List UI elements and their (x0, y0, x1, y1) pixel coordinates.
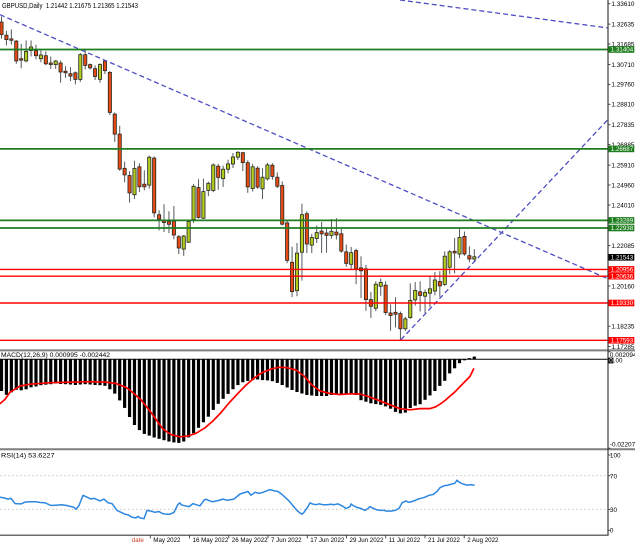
svg-text:1.31404: 1.31404 (611, 47, 634, 54)
svg-text:1.20160: 1.20160 (611, 283, 635, 290)
svg-text:2 Aug 2022: 2 Aug 2022 (467, 537, 499, 544)
svg-text:0: 0 (609, 358, 613, 365)
svg-text:70: 70 (610, 474, 618, 481)
svg-text:1.24010: 1.24010 (611, 202, 635, 209)
svg-text:1.28810: 1.28810 (611, 102, 635, 109)
svg-text:1.26885: 1.26885 (611, 142, 635, 149)
svg-text:RSI(14) 53.6227: RSI(14) 53.6227 (1, 452, 55, 459)
svg-text:0.002094: 0.002094 (610, 352, 635, 359)
svg-text:1.25910: 1.25910 (611, 162, 635, 169)
svg-text:1.32635: 1.32635 (611, 21, 635, 28)
svg-text:1.22085: 1.22085 (611, 243, 635, 250)
svg-text:11 Jul 2022: 11 Jul 2022 (389, 537, 421, 544)
svg-text:1.22938: 1.22938 (611, 225, 634, 232)
svg-text:1.23289: 1.23289 (611, 218, 634, 225)
svg-text:1.26687: 1.26687 (611, 146, 634, 153)
svg-text:1.18235: 1.18235 (611, 324, 635, 331)
svg-text:May 2022: May 2022 (153, 537, 181, 544)
svg-text:1.19330: 1.19330 (611, 300, 634, 307)
svg-text:-0.022076: -0.022076 (610, 442, 635, 449)
svg-text:1.29760: 1.29760 (611, 82, 635, 89)
svg-text:1.33610: 1.33610 (611, 1, 635, 8)
svg-text:1.20636: 1.20636 (611, 273, 634, 280)
svg-text:1.24960: 1.24960 (611, 182, 635, 189)
svg-text:17 Jun 2022: 17 Jun 2022 (310, 537, 345, 544)
svg-text:30: 30 (610, 507, 618, 514)
svg-text:100: 100 (610, 452, 621, 459)
svg-text:1.17285: 1.17285 (611, 344, 635, 351)
svg-text:26 May 2022: 26 May 2022 (232, 537, 268, 544)
svg-text:1.21543: 1.21543 (611, 255, 634, 262)
svg-text:0: 0 (610, 528, 614, 535)
svg-text:GBPUSD,Daily 1.21442 1.21675: GBPUSD,Daily 1.21442 1.21675 1.21365 1.2… (2, 3, 138, 10)
svg-text:1.20956: 1.20956 (611, 267, 634, 274)
svg-text:.00: .00 (614, 358, 623, 365)
svg-text:1.27835: 1.27835 (611, 122, 635, 129)
svg-text:date: date (132, 537, 145, 544)
svg-text:29 Jun 2022: 29 Jun 2022 (350, 537, 385, 544)
svg-text:1.30710: 1.30710 (611, 62, 635, 69)
svg-text:21 Jul 2022: 21 Jul 2022 (428, 537, 461, 544)
svg-text:16 May 2022: 16 May 2022 (193, 537, 229, 544)
svg-text:1.17593: 1.17593 (611, 338, 634, 345)
svg-text:MACD(12,26,9) 0.000995 -0.0024: MACD(12,26,9) 0.000995 -0.002442 (1, 352, 110, 359)
svg-text:7 Jun 2022: 7 Jun 2022 (271, 537, 302, 544)
svg-text:1.31685: 1.31685 (611, 41, 635, 48)
